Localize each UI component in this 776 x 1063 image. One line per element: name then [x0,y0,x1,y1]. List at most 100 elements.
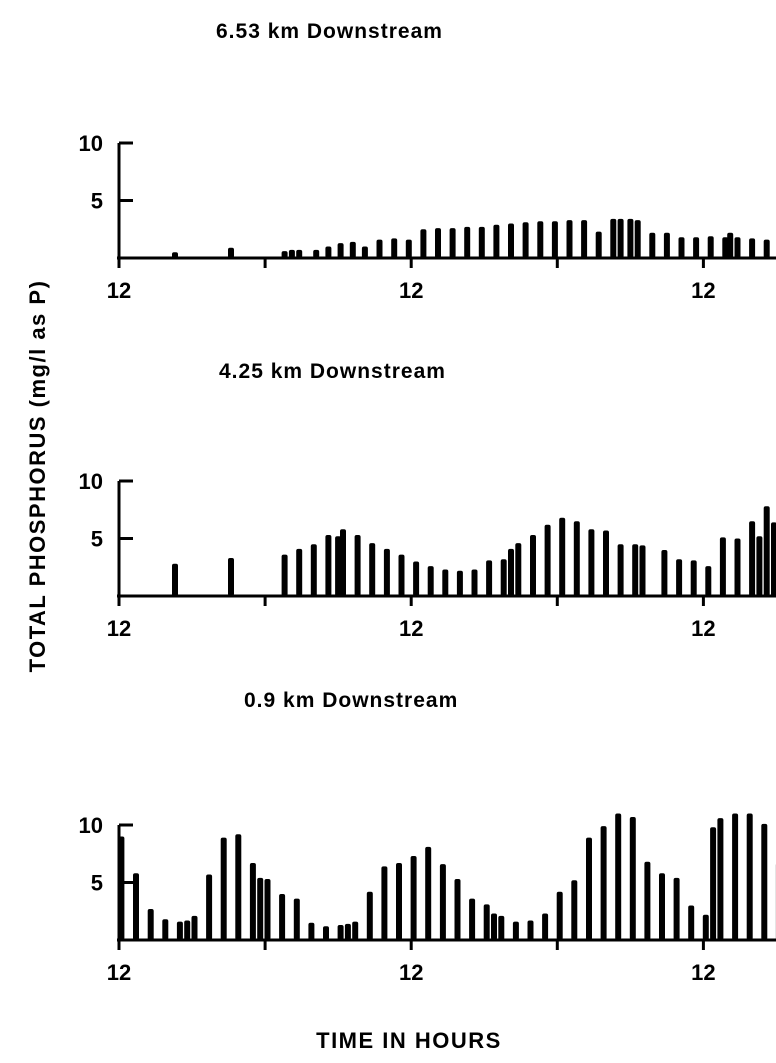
bar [308,922,315,941]
bar [296,249,303,258]
bar [678,237,685,258]
bar [257,877,264,940]
bar [702,914,709,940]
y-axis-title: TOTAL PHOSPHORUS (mg/l as P) [25,280,50,673]
y-tick-label: 10 [79,469,103,494]
bar [544,524,551,596]
bar [727,232,734,258]
bar [281,554,288,596]
bar [542,913,549,940]
bar [340,529,346,596]
bar [133,873,139,940]
bar [522,222,529,258]
bar [469,898,476,940]
bar [486,560,493,596]
bar [420,229,427,259]
bar [491,913,497,940]
bar [690,560,697,596]
bar [405,239,412,258]
bar [369,543,376,596]
bar [184,920,191,941]
bar [264,879,271,940]
bar [763,239,770,258]
bar [746,813,753,940]
bar [176,921,183,940]
bar [376,239,383,258]
bar [435,228,441,258]
bar [710,827,717,940]
bar [323,926,329,940]
bar [454,879,461,940]
bar [663,232,670,258]
bar [551,221,558,258]
y-tick-label: 5 [91,871,103,896]
bar [349,241,356,258]
bar [310,544,317,597]
bar [398,554,405,596]
bar [293,898,300,940]
bar [235,834,242,940]
bar [383,548,390,596]
bar [603,530,609,596]
y-tick-label: 5 [91,189,103,214]
bar [296,548,303,596]
bar [763,506,770,596]
x-tick-label: 12 [691,616,715,641]
bar [471,569,478,596]
bar [449,228,456,258]
bar [442,569,449,596]
bar [456,570,463,596]
bar [581,220,588,258]
bar [366,891,373,940]
bar [413,561,420,596]
bar [337,243,344,259]
bar [717,818,724,940]
bar [617,544,624,597]
bar [493,224,500,259]
bar [391,238,398,258]
bar [527,920,534,941]
bar [649,232,656,258]
bar [352,921,359,940]
bar [571,880,578,940]
bar [732,813,739,940]
bar [617,218,624,258]
bar [761,823,768,940]
bar [335,536,342,596]
bar [228,247,234,258]
bar [719,537,726,596]
bar [693,237,700,258]
panel-3: 0.9 km Downstream 5 10 12 12 12 [79,689,776,985]
bar [288,249,295,258]
bar [279,894,286,940]
bar [425,846,432,940]
panel-1: 6.53 km Downstream 5 10 12 12 12 [79,20,776,303]
bar [439,864,446,940]
bar [228,558,234,596]
bar [734,237,741,258]
panel-2-title: 4.25 km Downstream [219,360,446,383]
y-tick-label: 5 [91,527,103,552]
panel-3-title: 0.9 km Downstream [244,689,458,712]
bar [427,566,434,596]
bar [734,538,741,596]
bar [559,517,566,596]
bar [354,535,361,596]
bar [749,521,756,597]
bar [705,566,712,596]
bar [220,837,227,940]
bar [361,246,368,258]
x-tick-label: 12 [399,960,423,985]
bar [337,925,344,940]
bar [478,226,485,258]
bar [676,559,683,596]
bar [688,905,695,940]
bar [749,238,756,258]
bar [381,866,388,940]
bar [508,548,514,596]
bar [464,226,471,258]
bar [639,545,646,596]
bar [162,919,169,940]
bar [556,891,563,940]
bar [410,856,417,940]
